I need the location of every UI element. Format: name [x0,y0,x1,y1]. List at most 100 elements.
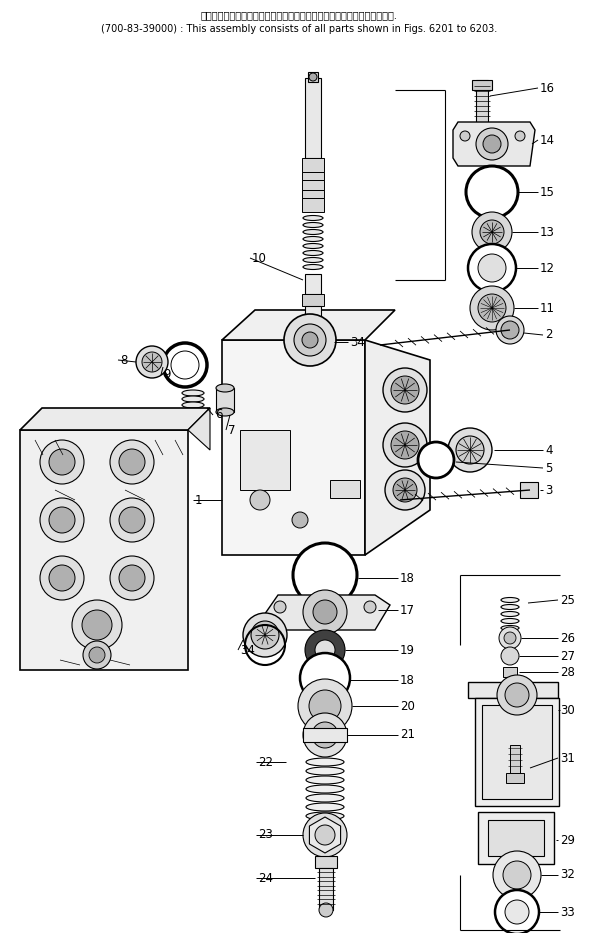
Circle shape [448,428,492,472]
Text: 7: 7 [228,424,236,437]
Circle shape [313,600,337,624]
Circle shape [119,449,145,475]
Circle shape [515,131,525,141]
Circle shape [504,632,516,644]
Ellipse shape [303,264,323,270]
Text: 21: 21 [400,729,415,742]
Circle shape [483,135,501,153]
Ellipse shape [501,597,519,603]
Text: 20: 20 [400,700,415,713]
Circle shape [82,610,112,640]
Ellipse shape [306,821,344,829]
Bar [315,856,337,868]
Ellipse shape [182,402,204,408]
Polygon shape [262,595,390,630]
Bar [488,820,544,856]
Text: 33: 33 [560,906,575,918]
Bar [319,868,333,910]
Circle shape [501,321,519,339]
Text: 27: 27 [560,649,575,662]
Circle shape [499,627,521,649]
Polygon shape [222,310,395,340]
Text: 16: 16 [540,81,555,94]
Ellipse shape [216,408,234,416]
Text: 6: 6 [215,409,222,422]
Circle shape [243,613,287,657]
Circle shape [40,556,84,600]
Bar [302,198,324,212]
Circle shape [298,313,322,337]
Circle shape [49,565,75,591]
Ellipse shape [306,812,344,820]
Circle shape [171,351,199,379]
Polygon shape [188,408,210,450]
Text: 15: 15 [540,186,555,199]
Ellipse shape [306,758,344,766]
Circle shape [293,543,357,607]
Circle shape [319,903,333,917]
Circle shape [364,601,376,613]
Ellipse shape [501,605,519,609]
Ellipse shape [306,803,344,811]
Circle shape [303,713,347,757]
Ellipse shape [303,236,323,242]
Circle shape [496,316,524,344]
Circle shape [383,423,427,467]
Text: 13: 13 [540,226,555,239]
Circle shape [468,244,516,292]
Text: 12: 12 [540,261,555,274]
Text: 19: 19 [400,644,415,657]
Circle shape [40,440,84,484]
Circle shape [480,220,504,244]
Text: 18: 18 [400,674,415,687]
Polygon shape [20,430,188,670]
Text: 22: 22 [258,756,273,769]
Ellipse shape [303,244,323,248]
Text: 14: 14 [540,133,555,146]
Bar [305,274,321,294]
Circle shape [136,346,168,378]
Bar [302,172,324,180]
Text: 34: 34 [240,644,255,657]
Text: (700-83-39000) : This assembly consists of all parts shown in Figs. 6201 to 6203: (700-83-39000) : This assembly consists … [101,24,497,34]
Ellipse shape [303,222,323,228]
Circle shape [303,813,347,857]
Ellipse shape [501,611,519,617]
Circle shape [456,436,484,464]
Circle shape [72,600,122,650]
Text: 34: 34 [350,336,365,349]
Bar [302,294,324,306]
Text: 28: 28 [560,665,575,678]
Polygon shape [20,408,210,430]
Circle shape [274,601,286,613]
Ellipse shape [182,408,204,414]
Ellipse shape [501,619,519,623]
Bar [472,80,492,90]
Circle shape [505,683,529,707]
Bar [482,705,552,799]
Text: 31: 31 [560,751,575,764]
Text: 11: 11 [540,301,555,314]
Circle shape [303,590,347,634]
Circle shape [478,294,506,322]
Circle shape [309,73,317,81]
Bar [302,321,324,333]
Text: 2: 2 [545,328,553,341]
Circle shape [472,212,512,252]
Circle shape [478,254,506,282]
Bar [308,72,318,82]
Text: このアセンブリの構成部品は第６２０１図から第６２０３図まで含みます.: このアセンブリの構成部品は第６２０１図から第６２０３図まで含みます. [200,10,398,20]
Text: 17: 17 [400,604,415,617]
Text: 8: 8 [120,354,127,367]
Ellipse shape [501,625,519,631]
Circle shape [385,470,425,510]
Circle shape [315,825,335,845]
Circle shape [466,166,518,218]
Text: 24: 24 [258,871,273,884]
Bar [503,667,517,677]
Circle shape [476,128,508,160]
Bar [305,78,321,158]
Circle shape [383,368,427,412]
Bar [478,812,554,864]
Ellipse shape [182,390,204,396]
